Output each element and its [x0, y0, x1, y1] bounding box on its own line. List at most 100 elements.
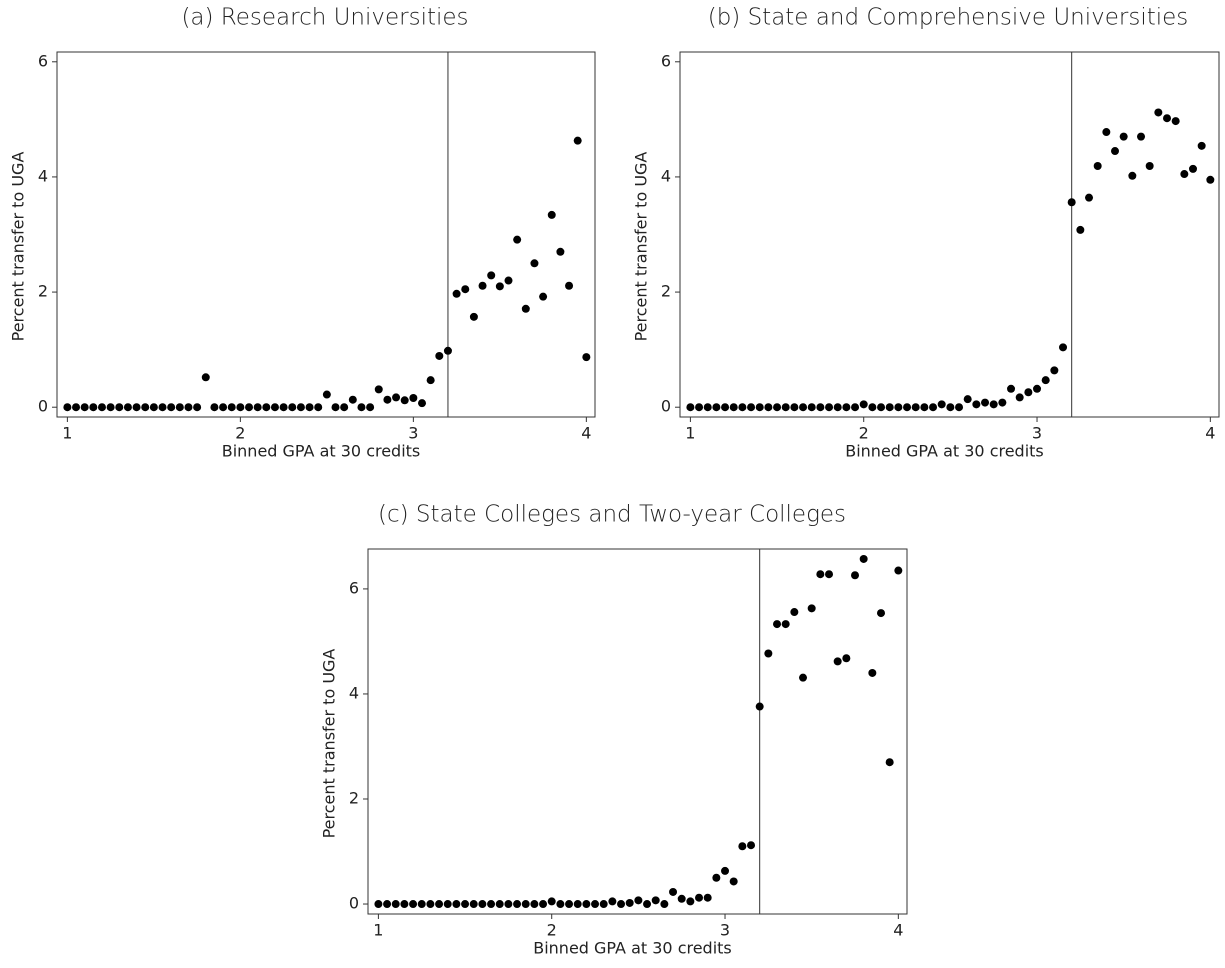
y-axis-label: Percent transfer to UGA	[9, 152, 28, 342]
y-tick-label: 2	[349, 788, 359, 807]
point	[946, 403, 955, 412]
point	[773, 403, 782, 412]
panel-title: (c) State Colleges and Two-year Colleges	[378, 502, 846, 528]
point	[89, 403, 98, 412]
point	[1189, 164, 1198, 173]
point	[253, 403, 262, 412]
point	[764, 649, 773, 658]
point	[816, 570, 825, 579]
y-tick-label: 4	[38, 166, 48, 185]
point	[773, 620, 782, 629]
point	[695, 403, 704, 412]
point	[175, 403, 184, 412]
point	[807, 403, 816, 412]
point	[149, 403, 158, 412]
point	[634, 896, 643, 905]
panel: (b) State and Comprehensive Universities…	[632, 5, 1220, 461]
point	[825, 403, 834, 412]
point	[790, 403, 799, 412]
point	[547, 210, 556, 219]
point	[608, 897, 617, 906]
point	[764, 403, 773, 412]
point	[461, 900, 470, 909]
y-tick-label: 6	[661, 51, 671, 70]
point	[1206, 175, 1215, 184]
x-tick-label: 3	[408, 424, 418, 443]
point	[296, 403, 305, 412]
point	[193, 403, 202, 412]
point	[885, 758, 894, 767]
point	[721, 866, 730, 875]
plot-frame	[367, 548, 908, 915]
point	[270, 403, 279, 412]
point	[929, 403, 938, 412]
point	[539, 900, 548, 909]
point	[573, 900, 582, 909]
point	[1085, 193, 1094, 202]
point	[755, 702, 764, 711]
point	[469, 900, 478, 909]
point	[565, 281, 574, 290]
point	[391, 900, 400, 909]
point	[400, 396, 409, 405]
point	[1041, 376, 1050, 385]
point	[469, 312, 478, 321]
point	[816, 403, 825, 412]
point	[790, 608, 799, 617]
point	[877, 609, 886, 618]
point	[158, 403, 167, 412]
y-tick-label: 2	[38, 282, 48, 301]
point	[392, 393, 401, 402]
point	[686, 403, 695, 412]
point	[331, 403, 340, 412]
point	[435, 900, 444, 909]
point	[833, 657, 842, 666]
point	[383, 900, 392, 909]
panel: (a) Research Universities 0 2 4 6 1 2 3 4 Binned …	[9, 5, 596, 461]
point	[184, 403, 193, 412]
point	[279, 403, 288, 412]
point	[513, 900, 522, 909]
x-axis-label: Binned GPA at 30 credits	[222, 442, 421, 461]
point	[487, 900, 496, 909]
point	[833, 403, 842, 412]
point	[703, 403, 712, 412]
point	[868, 403, 877, 412]
point	[582, 900, 591, 909]
point	[305, 403, 314, 412]
point	[738, 842, 747, 851]
point	[210, 403, 219, 412]
point	[755, 403, 764, 412]
point	[201, 373, 210, 382]
point	[729, 877, 738, 886]
point	[262, 403, 271, 412]
point	[972, 400, 981, 409]
point	[963, 395, 972, 404]
point	[625, 898, 634, 907]
point	[452, 289, 461, 298]
point	[63, 403, 72, 412]
point	[1076, 225, 1085, 234]
point	[781, 620, 790, 629]
point	[400, 900, 409, 909]
point	[495, 282, 504, 291]
point	[227, 403, 236, 412]
point	[383, 395, 392, 404]
point	[747, 403, 756, 412]
point	[461, 285, 470, 294]
point	[1102, 128, 1111, 137]
x-tick-label: 2	[547, 921, 557, 940]
point	[513, 235, 522, 244]
point	[495, 900, 504, 909]
point	[617, 900, 626, 909]
point	[443, 900, 452, 909]
point	[547, 897, 556, 906]
x-tick-label: 1	[62, 424, 72, 443]
point	[167, 403, 176, 412]
point	[981, 398, 990, 407]
point	[530, 900, 539, 909]
point	[695, 893, 704, 902]
point	[677, 894, 686, 903]
point	[1007, 384, 1016, 393]
point	[409, 900, 418, 909]
